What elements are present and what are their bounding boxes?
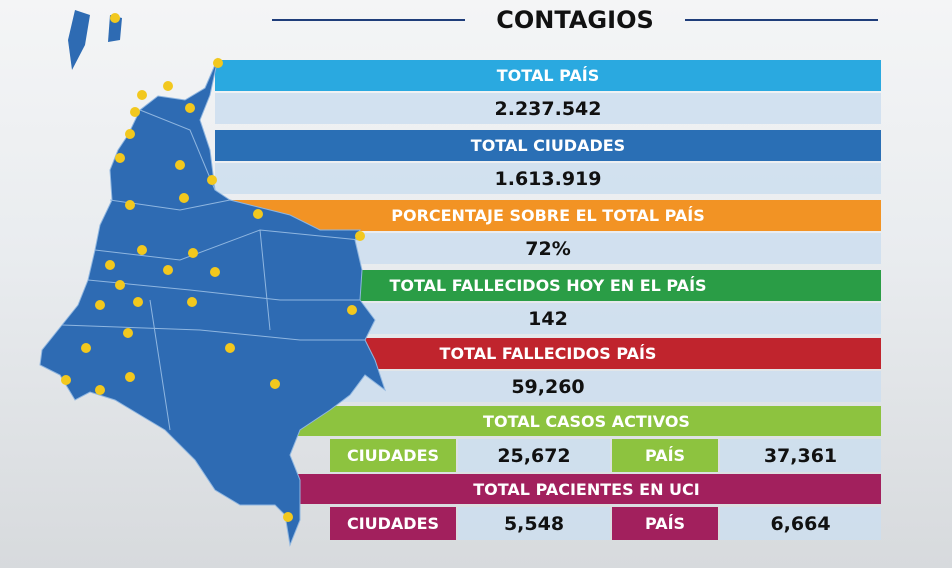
row-header: TOTAL PAÍS [215, 60, 881, 91]
island [108, 15, 122, 42]
map-borders [61, 109, 365, 431]
title-rule [272, 19, 465, 21]
row-value: 1.613.919 [215, 163, 881, 194]
active-header: TOTAL CASOS ACTIVOS [292, 406, 881, 436]
icu-cities-value: 5,548 [458, 507, 610, 540]
icu-country-value: 6,664 [720, 507, 881, 540]
active-cities-label: CIUDADES [330, 439, 456, 472]
icu-country-label: PAÍS [612, 507, 718, 540]
active-cities-value: 25,672 [458, 439, 610, 472]
title: CONTAGIOS [496, 6, 654, 34]
pins [61, 13, 365, 522]
row-value: 2.237.542 [215, 93, 881, 124]
row-header: PORCENTAJE SOBRE EL TOTAL PAÍS [215, 200, 881, 231]
island [68, 10, 90, 70]
row-header: TOTAL CIUDADES [215, 130, 881, 161]
title-rule [685, 19, 878, 21]
active-country-label: PAÍS [612, 439, 718, 472]
icu-cities-label: CIUDADES [330, 507, 456, 540]
active-country-value: 37,361 [720, 439, 881, 472]
icu-header: TOTAL PACIENTES EN UCI [292, 474, 881, 504]
map-shape [39, 57, 386, 547]
